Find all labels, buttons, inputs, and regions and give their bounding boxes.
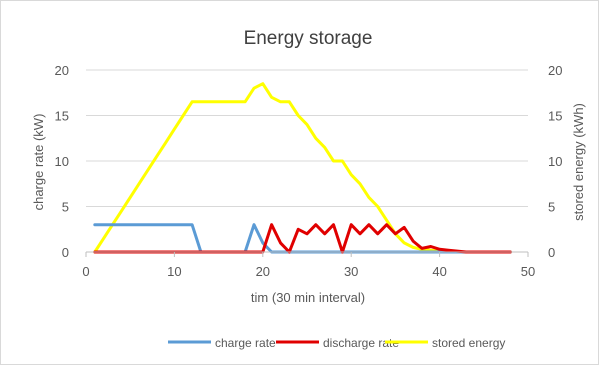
y-tick-right-label: 15: [548, 109, 562, 124]
y-tick-right-label: 5: [548, 200, 555, 215]
x-tick-label: 30: [344, 264, 358, 279]
legend-label: charge rate: [215, 336, 276, 350]
x-tick-label: 50: [521, 264, 535, 279]
y-tick-left-label: 10: [55, 154, 69, 169]
x-tick-label: 20: [256, 264, 270, 279]
y-tick-right-label: 20: [548, 63, 562, 78]
x-tick-label: 10: [167, 264, 181, 279]
y-tick-left-label: 5: [62, 200, 69, 215]
y-tick-right-label: 10: [548, 154, 562, 169]
x-axis-label: tim (30 min interval): [251, 290, 365, 305]
y-tick-left-label: 20: [55, 63, 69, 78]
x-tick-label: 40: [432, 264, 446, 279]
x-tick-label: 0: [82, 264, 89, 279]
y-axis-left-label: charge rate (kW): [31, 114, 46, 211]
legend-label: discharge rate: [323, 336, 399, 350]
chart-title: Energy storage: [244, 28, 373, 49]
y-tick-left-label: 0: [62, 245, 69, 260]
y-tick-right-label: 0: [548, 245, 555, 260]
legend-label: stored energy: [432, 336, 505, 350]
axes: 0 5 10 15 20 0 5 10 15 20 0 10 20 30 40 50: [55, 63, 563, 279]
y-tick-left-label: 15: [55, 109, 69, 124]
y-axis-right-label: stored energy (kWh): [571, 103, 586, 221]
legend: charge rate discharge rate stored energy: [168, 336, 505, 350]
